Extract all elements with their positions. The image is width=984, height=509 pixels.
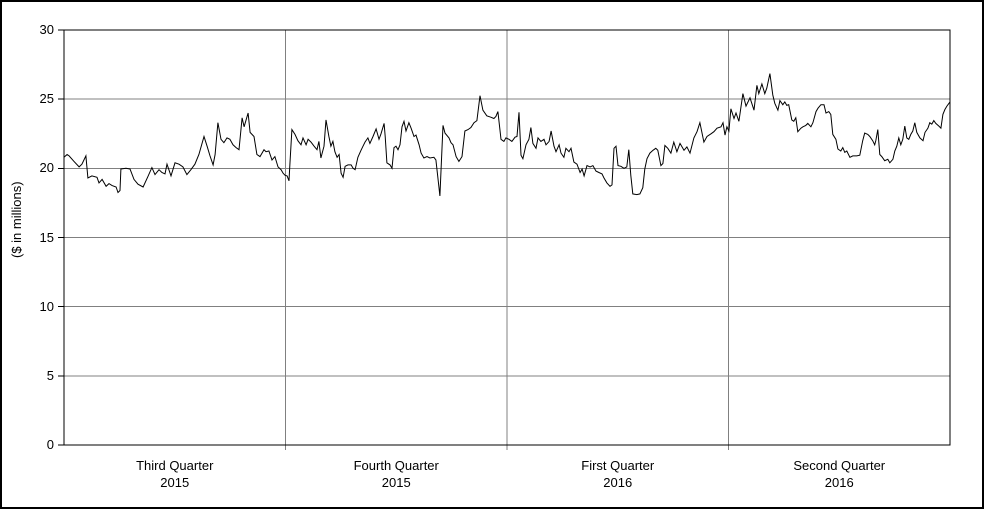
y-tick-label: 5 — [46, 367, 54, 383]
x-category-label: Fourth Quarter 2015 — [316, 457, 476, 491]
x-category-label-quarter: Fourth Quarter — [353, 458, 439, 473]
data-series-line — [63, 73, 951, 197]
x-category-label: First Quarter 2016 — [538, 457, 698, 491]
y-tick-label: 20 — [39, 160, 54, 176]
x-category-label: Second Quarter 2016 — [759, 457, 919, 491]
x-category-label-quarter: Second Quarter — [793, 458, 886, 473]
x-category-label: Third Quarter 2015 — [95, 457, 255, 491]
y-tick-label: 30 — [39, 22, 54, 37]
y-tick-label: 0 — [46, 437, 54, 452]
x-category-label-year: 2015 — [381, 475, 411, 490]
x-category-label-year: 2015 — [160, 475, 190, 490]
x-category-label-quarter: Third Quarter — [136, 458, 214, 473]
plot-border — [63, 29, 951, 446]
y-tick-label: 10 — [39, 298, 54, 314]
y-tick-label: 25 — [39, 91, 54, 107]
y-tick-label: 15 — [39, 229, 54, 245]
x-category-label-year: 2016 — [603, 475, 633, 490]
x-category-label-quarter: First Quarter — [581, 458, 655, 473]
x-category-label-year: 2016 — [824, 475, 854, 490]
